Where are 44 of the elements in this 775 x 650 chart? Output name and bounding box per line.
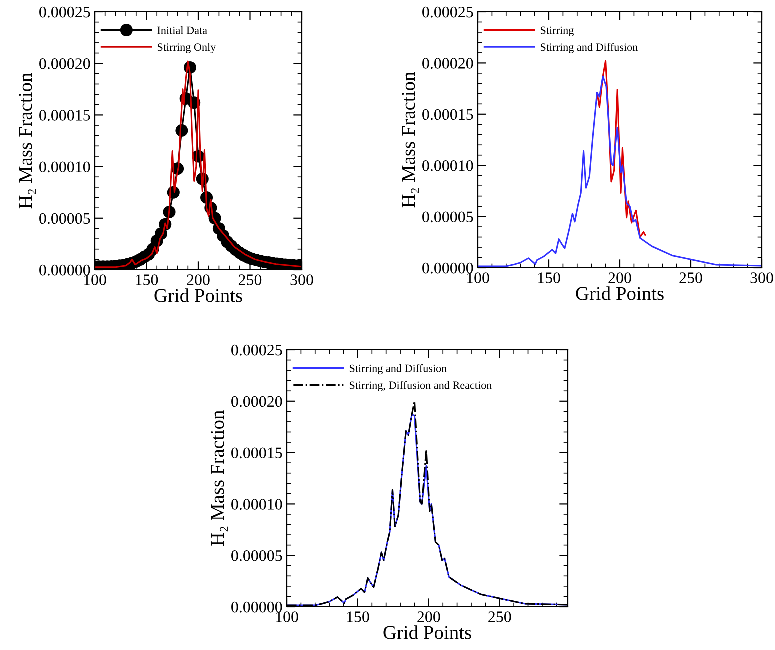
x-tick-label: 200 bbox=[608, 272, 632, 284]
legend-label: Stirring Only bbox=[158, 43, 216, 54]
x-tick-label: 300 bbox=[750, 272, 774, 284]
x-tick-label: 250 bbox=[488, 612, 512, 622]
x-tick-label: 250 bbox=[238, 274, 262, 286]
x-tick-label: 100 bbox=[276, 612, 298, 622]
x-tick-label: 150 bbox=[347, 612, 370, 622]
y-tick-label: 0.00015 bbox=[422, 109, 474, 120]
y-tick-label: 0.00000 bbox=[232, 602, 282, 613]
y-tick-label: 0.00020 bbox=[422, 58, 474, 69]
legend-label: Stirring bbox=[540, 26, 574, 37]
legend-label: Initial Data bbox=[158, 26, 208, 34]
legend-label: Stirring, Diffusion and Reaction bbox=[350, 381, 492, 392]
y-tick-label: 0.00015 bbox=[232, 448, 282, 459]
x-tick-label: 300 bbox=[290, 274, 314, 286]
y-tick-label: 0.00000 bbox=[422, 262, 474, 274]
x-tick-label: 200 bbox=[418, 612, 440, 622]
y-tick-label: 0.00000 bbox=[40, 264, 90, 276]
x-axis-title: Grid Points bbox=[154, 288, 242, 302]
y-tick-label: 0.00020 bbox=[232, 396, 282, 408]
y-axis-title: H₂ Mass Fraction bbox=[211, 410, 228, 546]
y-tick-label: 0.00005 bbox=[40, 213, 90, 224]
x-axis-title: Grid Points bbox=[576, 286, 664, 300]
x-tick-label: 250 bbox=[680, 272, 702, 284]
y-axis-title: H₂ Mass Fraction bbox=[402, 72, 419, 208]
y-tick-label: 0.00020 bbox=[40, 58, 90, 70]
y-tick-label: 0.00010 bbox=[422, 160, 474, 172]
y-tick-label: 0.00015 bbox=[40, 110, 90, 121]
x-tick-label: 150 bbox=[136, 274, 158, 286]
y-tick-label: 0.00010 bbox=[40, 162, 90, 173]
y-tick-label: 0.00025 bbox=[40, 6, 90, 18]
x-tick-label: 100 bbox=[467, 272, 490, 284]
legend-label: Stirring and Diffusion bbox=[540, 43, 638, 54]
y-axis-title: H₂ Mass Fraction bbox=[19, 73, 36, 209]
y-tick-label: 0.00025 bbox=[232, 344, 282, 356]
y-tick-label: 0.00005 bbox=[232, 550, 282, 562]
y-tick-label: 0.00005 bbox=[422, 212, 474, 223]
x-tick-label: 200 bbox=[187, 274, 210, 286]
legend-label: Stirring and Diffusion bbox=[350, 364, 447, 375]
y-tick-label: 0.00010 bbox=[232, 499, 282, 510]
x-axis-title: Grid Points bbox=[384, 626, 472, 640]
x-tick-label: 100 bbox=[84, 274, 106, 286]
y-tick-label: 0.00025 bbox=[422, 6, 474, 18]
x-tick-label: 150 bbox=[538, 272, 560, 284]
